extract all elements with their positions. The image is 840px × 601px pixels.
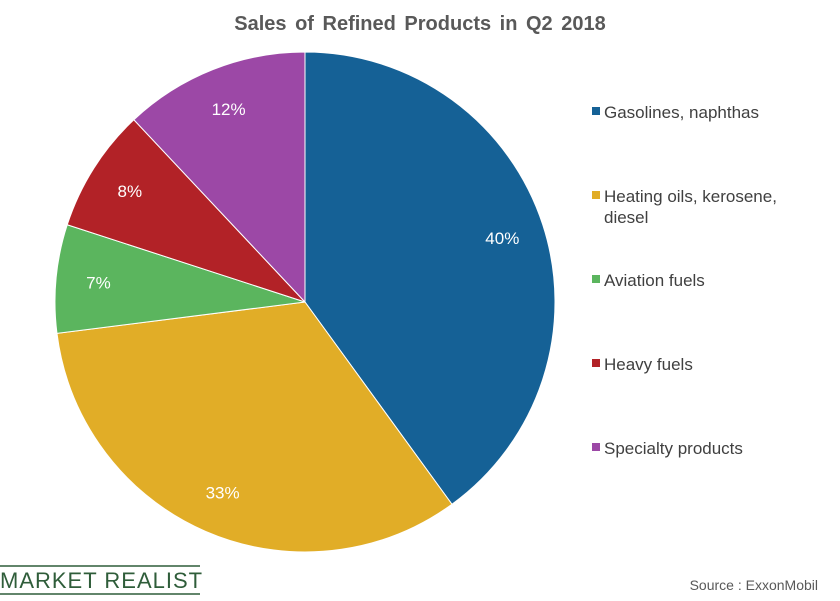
pie-slice-1 xyxy=(56,301,453,553)
legend-swatch-0 xyxy=(592,107,600,115)
chart-title: Sales of Refined Products in Q2 2018 xyxy=(234,13,605,35)
slice-label-4: 12% xyxy=(212,100,246,119)
pie-slices xyxy=(54,51,556,553)
pie-slice-2 xyxy=(54,224,306,334)
pie-slice-3 xyxy=(66,119,306,303)
legend-swatch-3 xyxy=(592,359,600,367)
legend-label-1: Heating oils, kerosene, diesel xyxy=(604,187,777,227)
slice-labels: 40% 33% 7% 8% 12% xyxy=(86,100,519,502)
legend-swatch-4 xyxy=(592,443,600,451)
legend-label-4: Specialty products xyxy=(604,439,743,458)
legend-label-2: Aviation fuels xyxy=(604,271,705,290)
legend-swatch-2 xyxy=(592,275,600,283)
pie-slice-0 xyxy=(304,51,556,505)
pie-slice-4 xyxy=(133,51,306,304)
slice-label-3: 8% xyxy=(118,182,143,201)
legend: Gasolines, naphthas Heating oils, kerosen… xyxy=(592,103,777,458)
slice-label-1: 33% xyxy=(206,483,240,502)
legend-label-3: Heavy fuels xyxy=(604,355,693,374)
slice-label-2: 7% xyxy=(86,274,111,293)
legend-swatch-1 xyxy=(592,191,600,199)
legend-label-0: Gasolines, naphthas xyxy=(604,103,759,122)
market-realist-logo: MARKET REALIST xyxy=(0,565,203,595)
logo-text: MARKET REALIST xyxy=(0,568,203,593)
source-note: Source : ExxonMobil xyxy=(690,577,818,593)
slice-label-0: 40% xyxy=(485,229,519,248)
